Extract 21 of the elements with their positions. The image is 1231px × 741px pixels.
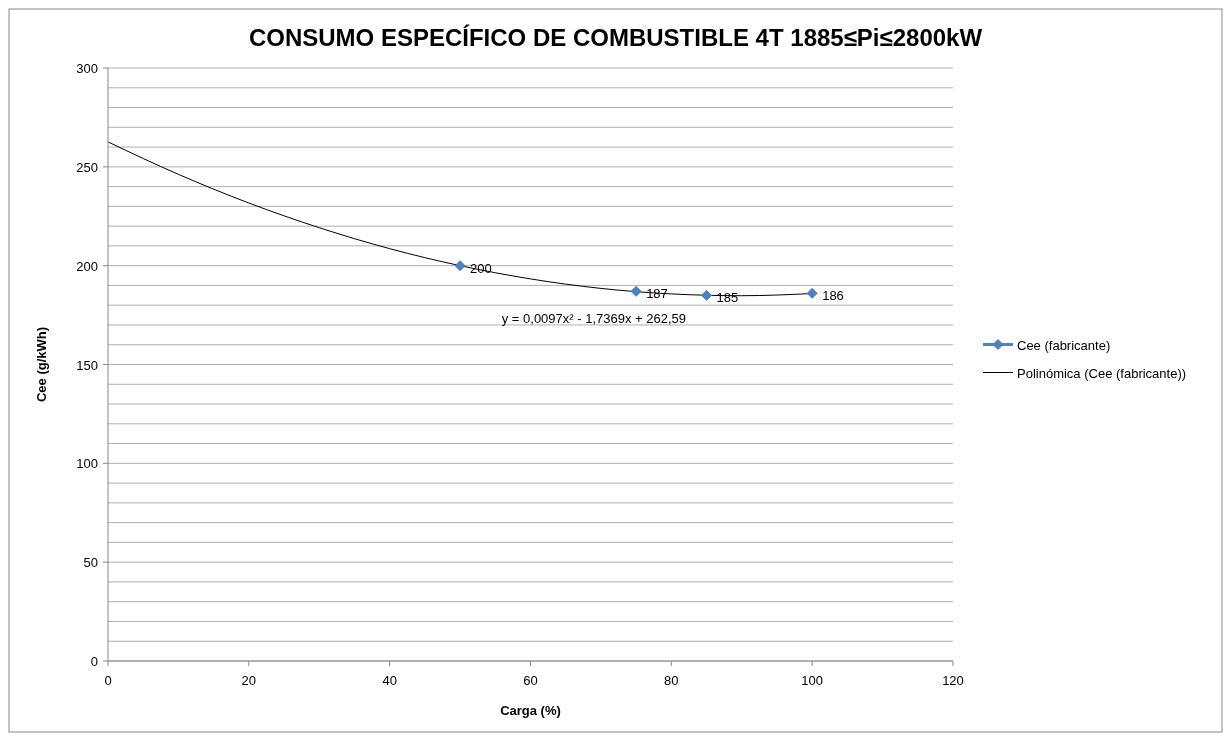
x-tick-label: 80 xyxy=(664,673,679,688)
annotation: y = 0,0097x² - 1,7369x + 262,59 xyxy=(501,310,687,326)
x-tick-label: 60 xyxy=(523,673,538,688)
x-axis-title: Carga (%) xyxy=(500,703,561,718)
x-tick-label: 120 xyxy=(942,673,964,688)
y-tick-label: 200 xyxy=(76,258,98,274)
data-label: 186 xyxy=(822,288,844,304)
x-tick-label: 40 xyxy=(382,673,397,688)
y-tick-label: 0 xyxy=(90,654,98,669)
y-tick-label: 50 xyxy=(83,555,98,571)
y-tick-label: 100 xyxy=(76,456,98,472)
y-tick-label: 250 xyxy=(76,159,98,175)
y-tick-label: 150 xyxy=(76,357,98,373)
legend-label: Cee (fabricante) xyxy=(1017,337,1111,353)
y-axis-title: Cee (g/kWh) xyxy=(34,326,49,403)
legend-label: Polinómica (Cee (fabricante)) xyxy=(1017,365,1187,381)
x-tick-label: 20 xyxy=(241,673,257,688)
x-tick-label: 0 xyxy=(104,673,112,688)
chart-title: CONSUMO ESPECÍFICO DE COMBUSTIBLE 4T 1885≤Pi≤2800kW xyxy=(248,24,983,51)
x-tick-label: 100 xyxy=(801,673,824,688)
y-tick-label: 300 xyxy=(76,61,98,76)
